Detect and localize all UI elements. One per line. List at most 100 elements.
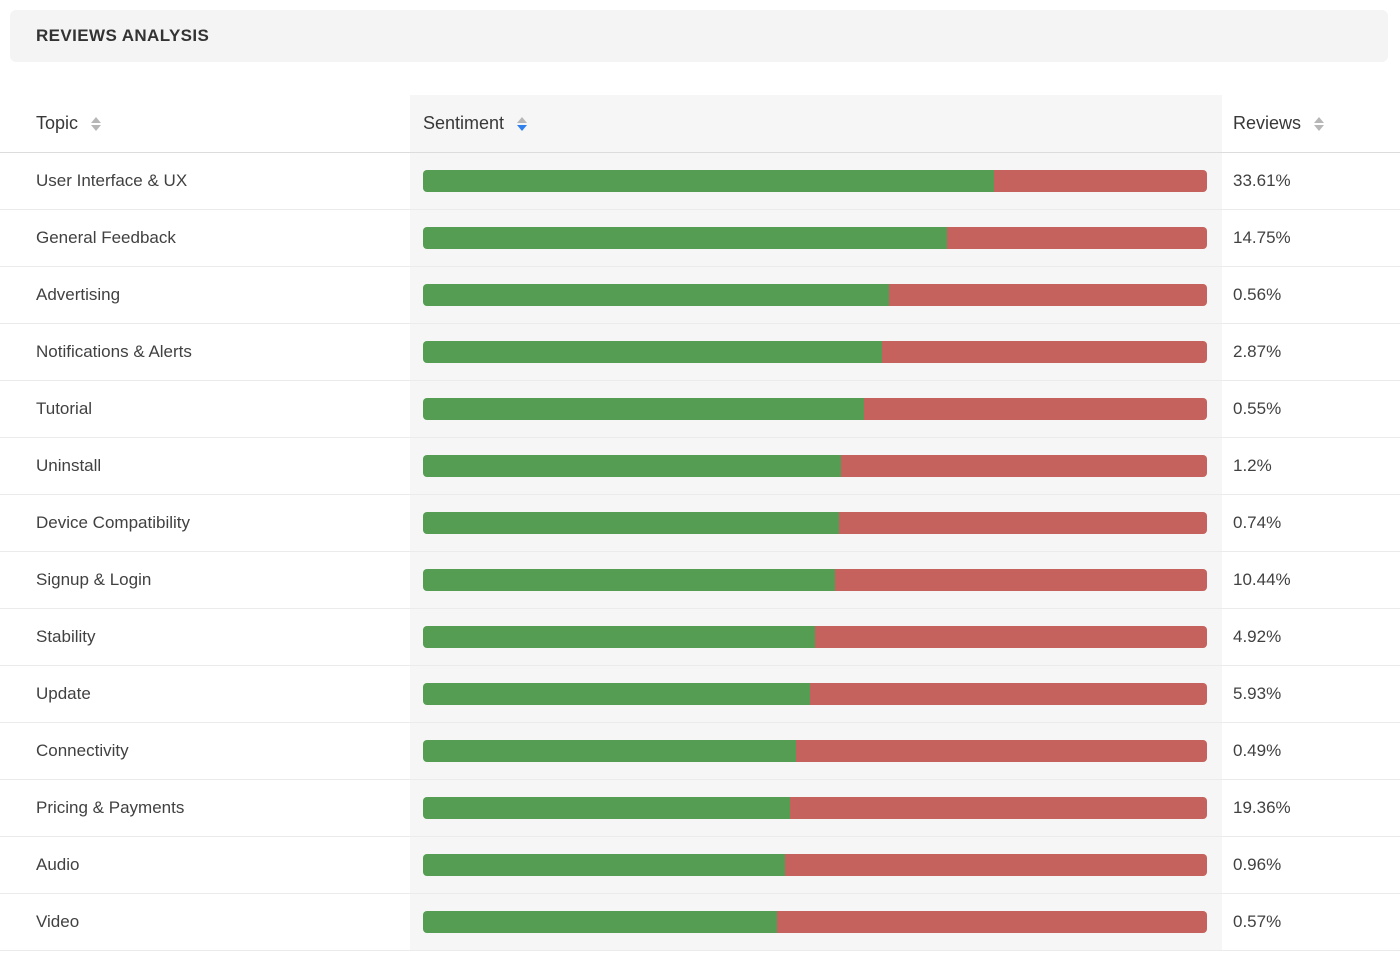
topic-cell: User Interface & UX bbox=[0, 153, 410, 209]
sentiment-cell bbox=[410, 495, 1222, 551]
sentiment-bar bbox=[423, 740, 1207, 762]
sentiment-bar-positive bbox=[423, 626, 815, 648]
sentiment-cell bbox=[410, 780, 1222, 836]
reviews-analysis-table: Topic Sentiment Reviews User Interface &… bbox=[0, 95, 1400, 951]
table-row: Video 0.57% bbox=[0, 894, 1400, 951]
sentiment-bar-negative bbox=[881, 341, 1207, 363]
topic-cell: Signup & Login bbox=[0, 552, 410, 608]
sort-icon[interactable] bbox=[1314, 116, 1325, 131]
panel-title: REVIEWS ANALYSIS bbox=[36, 26, 210, 45]
table-body: User Interface & UX 33.61% General Feedb… bbox=[0, 153, 1400, 951]
sentiment-bar-negative bbox=[839, 512, 1207, 534]
sentiment-bar-negative bbox=[789, 797, 1207, 819]
sentiment-bar-positive bbox=[423, 569, 835, 591]
sentiment-cell bbox=[410, 210, 1222, 266]
topic-cell: Stability bbox=[0, 609, 410, 665]
table-row: Advertising 0.56% bbox=[0, 267, 1400, 324]
sentiment-bar-positive bbox=[423, 512, 840, 534]
topic-label: Pricing & Payments bbox=[36, 798, 185, 817]
sentiment-bar bbox=[423, 683, 1207, 705]
column-header-reviews[interactable]: Reviews bbox=[1222, 95, 1400, 152]
topic-label: Uninstall bbox=[36, 456, 102, 475]
sentiment-cell bbox=[410, 609, 1222, 665]
reviews-value: 14.75% bbox=[1233, 228, 1291, 247]
table-row: Audio 0.96% bbox=[0, 837, 1400, 894]
reviews-value: 2.87% bbox=[1233, 342, 1282, 361]
sentiment-cell bbox=[410, 381, 1222, 437]
table-row: Signup & Login 10.44% bbox=[0, 552, 1400, 609]
reviews-value: 0.55% bbox=[1233, 399, 1282, 418]
topic-label: Audio bbox=[36, 855, 80, 874]
sort-icon[interactable] bbox=[91, 116, 102, 131]
sentiment-bar bbox=[423, 284, 1207, 306]
sentiment-bar-negative bbox=[888, 284, 1207, 306]
reviews-cell: 2.87% bbox=[1222, 324, 1400, 380]
topic-cell: Video bbox=[0, 894, 410, 950]
sentiment-bar-negative bbox=[810, 683, 1207, 705]
topic-cell: Uninstall bbox=[0, 438, 410, 494]
sentiment-bar-negative bbox=[796, 740, 1207, 762]
sentiment-bar-positive bbox=[423, 227, 947, 249]
column-header-sentiment[interactable]: Sentiment bbox=[410, 95, 1222, 152]
sentiment-bar-negative bbox=[863, 398, 1207, 420]
sentiment-bar bbox=[423, 626, 1207, 648]
topic-label: Stability bbox=[36, 627, 96, 646]
reviews-cell: 33.61% bbox=[1222, 153, 1400, 209]
sentiment-bar-negative bbox=[834, 569, 1207, 591]
reviews-cell: 0.57% bbox=[1222, 894, 1400, 950]
table-row: Device Compatibility 0.74% bbox=[0, 495, 1400, 552]
reviews-value: 0.96% bbox=[1233, 855, 1282, 874]
topic-cell: Notifications & Alerts bbox=[0, 324, 410, 380]
topic-label: Signup & Login bbox=[36, 570, 152, 589]
sentiment-bar bbox=[423, 797, 1207, 819]
reviews-value: 19.36% bbox=[1233, 798, 1291, 817]
reviews-cell: 19.36% bbox=[1222, 780, 1400, 836]
sentiment-bar bbox=[423, 455, 1207, 477]
column-header-topic[interactable]: Topic bbox=[0, 95, 410, 152]
reviews-cell: 4.92% bbox=[1222, 609, 1400, 665]
sentiment-cell bbox=[410, 552, 1222, 608]
sentiment-bar-negative bbox=[840, 455, 1207, 477]
sentiment-bar-negative bbox=[785, 854, 1207, 876]
sentiment-bar bbox=[423, 569, 1207, 591]
reviews-value: 0.57% bbox=[1233, 912, 1282, 931]
table-row: Stability 4.92% bbox=[0, 609, 1400, 666]
sentiment-bar bbox=[423, 854, 1207, 876]
sentiment-bar-positive bbox=[423, 284, 889, 306]
topic-label: Tutorial bbox=[36, 399, 93, 418]
sentiment-bar-positive bbox=[423, 740, 797, 762]
table-row: Pricing & Payments 19.36% bbox=[0, 780, 1400, 837]
reviews-cell: 1.2% bbox=[1222, 438, 1400, 494]
sentiment-bar bbox=[423, 911, 1207, 933]
sentiment-bar-positive bbox=[423, 797, 790, 819]
panel-header: REVIEWS ANALYSIS bbox=[10, 10, 1388, 62]
topic-label: Connectivity bbox=[36, 741, 129, 760]
topic-cell: Connectivity bbox=[0, 723, 410, 779]
table-header-row: Topic Sentiment Reviews bbox=[0, 95, 1400, 153]
sentiment-bar bbox=[423, 341, 1207, 363]
sentiment-bar-positive bbox=[423, 455, 841, 477]
sentiment-bar bbox=[423, 512, 1207, 534]
sentiment-cell bbox=[410, 153, 1222, 209]
reviews-cell: 0.74% bbox=[1222, 495, 1400, 551]
sentiment-cell bbox=[410, 666, 1222, 722]
sentiment-bar bbox=[423, 227, 1207, 249]
sentiment-bar-negative bbox=[993, 170, 1207, 192]
sentiment-bar bbox=[423, 398, 1207, 420]
topic-cell: Pricing & Payments bbox=[0, 780, 410, 836]
reviews-cell: 0.49% bbox=[1222, 723, 1400, 779]
column-header-reviews-label: Reviews bbox=[1233, 113, 1302, 133]
topic-label: Device Compatibility bbox=[36, 513, 190, 532]
table-row: User Interface & UX 33.61% bbox=[0, 153, 1400, 210]
reviews-value: 33.61% bbox=[1233, 171, 1291, 190]
sentiment-bar-positive bbox=[423, 854, 786, 876]
topic-cell: Device Compatibility bbox=[0, 495, 410, 551]
reviews-value: 5.93% bbox=[1233, 684, 1282, 703]
table-row: Uninstall 1.2% bbox=[0, 438, 1400, 495]
reviews-cell: 0.55% bbox=[1222, 381, 1400, 437]
sentiment-bar-negative bbox=[946, 227, 1207, 249]
sort-icon[interactable] bbox=[517, 116, 528, 131]
table-row: Update 5.93% bbox=[0, 666, 1400, 723]
topic-label: Update bbox=[36, 684, 91, 703]
sentiment-bar bbox=[423, 170, 1207, 192]
